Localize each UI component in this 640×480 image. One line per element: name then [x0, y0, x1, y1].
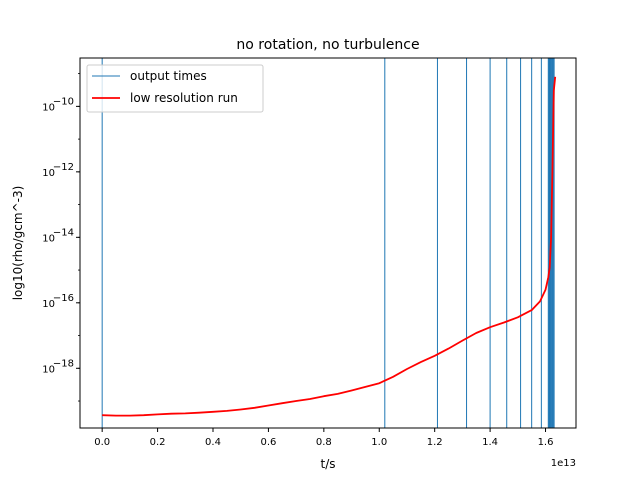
legend-label-output-times: output times [130, 69, 207, 83]
y-tick-label: 10 [42, 168, 55, 179]
x-tick-label: 0.4 [205, 437, 221, 448]
x-tick-label: 0.0 [94, 437, 110, 448]
y-tick-exponent: −14 [53, 227, 74, 238]
plot-frame [79, 57, 577, 429]
x-axis-offset-label: 1e13 [551, 458, 576, 469]
legend: output times low resolution run [86, 64, 264, 113]
x-axis: 0.0 0.2 0.4 0.6 0.8 1.0 1.2 1.4 1.6 [94, 428, 553, 448]
x-tick-label: 1.0 [371, 437, 387, 448]
y-tick-exponent: −16 [53, 293, 74, 304]
x-tick-label: 1.2 [427, 437, 443, 448]
x-tick-label: 0.8 [316, 437, 332, 448]
chart-title: no rotation, no turbulence [236, 37, 419, 53]
y-axis-label: log10(rho/gcm^-3) [11, 186, 25, 301]
legend-box [86, 64, 264, 113]
x-tick-label: 0.6 [260, 437, 276, 448]
y-tick-exponent: −10 [53, 96, 74, 107]
y-tick-label: 10 [42, 299, 55, 310]
y-tick-label: 10 [42, 233, 55, 244]
y-tick-exponent: −12 [53, 162, 74, 173]
legend-label-low-resolution-run: low resolution run [130, 91, 238, 105]
y-tick-exponent: −18 [53, 358, 74, 369]
low-resolution-run-line [102, 76, 557, 417]
y-tick-label: 10 [42, 364, 55, 375]
x-tick-label: 1.4 [482, 437, 498, 448]
x-tick-label: 1.6 [538, 437, 554, 448]
x-tick-label: 0.2 [150, 437, 166, 448]
y-tick-label: 10 [42, 102, 55, 113]
x-axis-label: t/s [321, 457, 336, 471]
low-resolution-run-series [102, 76, 557, 417]
